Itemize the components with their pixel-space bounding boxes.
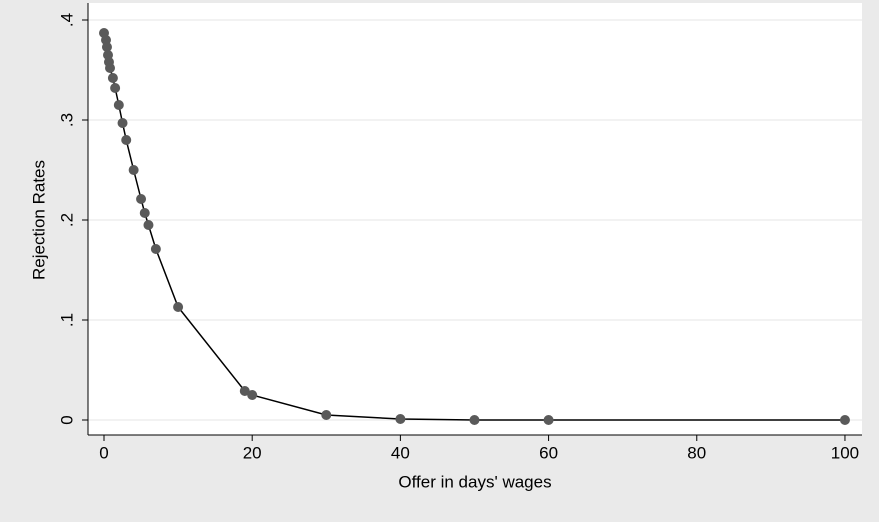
y-tick-label: .2 xyxy=(57,213,76,227)
y-tick-label: 0 xyxy=(57,415,76,424)
marker xyxy=(321,410,332,420)
marker xyxy=(395,414,406,424)
marker xyxy=(139,208,150,218)
y-tick-label: .3 xyxy=(57,113,76,127)
x-tick-label: 40 xyxy=(391,443,410,462)
marker xyxy=(239,386,250,396)
marker xyxy=(469,415,480,425)
marker xyxy=(839,415,850,425)
plot-area xyxy=(88,3,862,435)
marker xyxy=(143,220,154,230)
marker xyxy=(136,194,147,204)
x-tick-label: 60 xyxy=(539,443,558,462)
y-axis-label: Rejection Rates xyxy=(29,160,48,280)
marker xyxy=(128,165,139,175)
marker xyxy=(101,42,112,52)
marker xyxy=(107,73,118,83)
marker xyxy=(543,415,554,425)
marker xyxy=(247,390,258,400)
marker xyxy=(173,302,184,312)
x-tick-label: 0 xyxy=(99,443,108,462)
x-axis-label: Offer in days' wages xyxy=(398,472,551,491)
x-tick-label: 80 xyxy=(687,443,706,462)
marker xyxy=(150,244,161,254)
marker xyxy=(121,135,132,145)
marker xyxy=(110,83,121,93)
marker xyxy=(117,118,128,128)
x-tick-label: 20 xyxy=(243,443,262,462)
marker xyxy=(113,100,124,110)
x-tick-label: 100 xyxy=(831,443,859,462)
y-tick-label: .4 xyxy=(57,13,76,27)
marker xyxy=(105,63,116,73)
y-tick-label: .1 xyxy=(57,313,76,327)
